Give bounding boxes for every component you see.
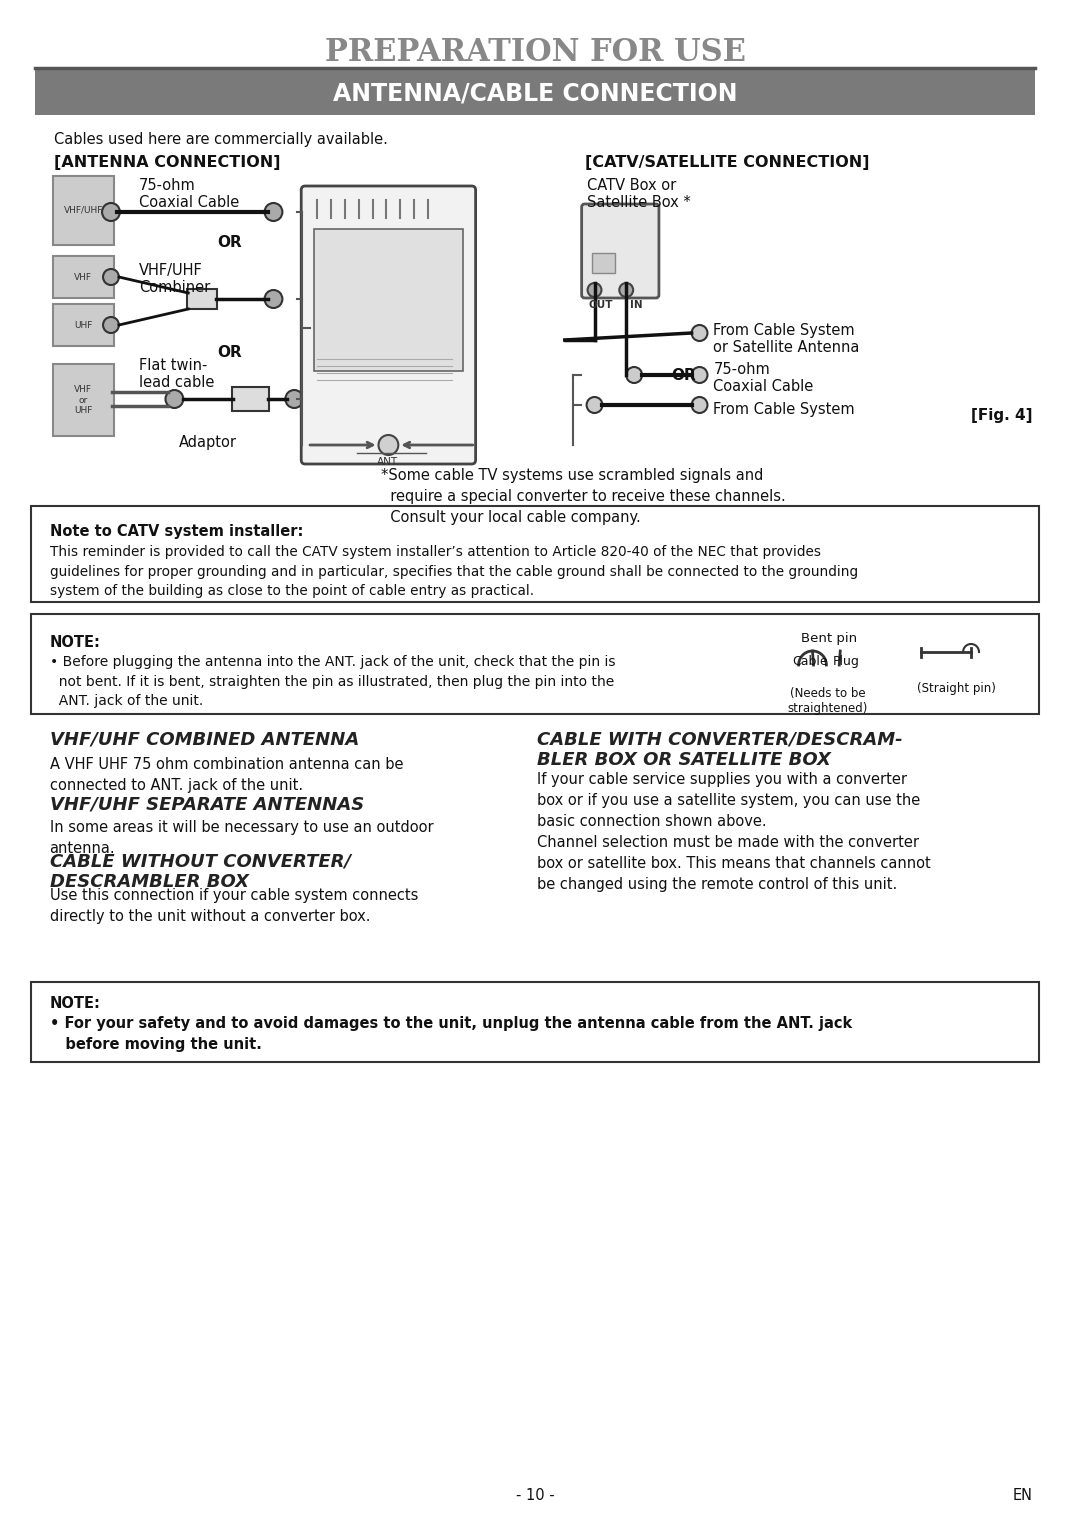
Text: OR: OR (217, 345, 242, 360)
FancyBboxPatch shape (301, 186, 475, 464)
Text: CABLE WITH CONVERTER/DESCRAM-
BLER BOX OR SATELLITE BOX: CABLE WITH CONVERTER/DESCRAM- BLER BOX O… (537, 729, 903, 769)
FancyBboxPatch shape (53, 304, 114, 346)
FancyBboxPatch shape (53, 256, 114, 298)
Circle shape (626, 366, 643, 383)
Circle shape (619, 282, 633, 298)
Text: Cable: Cable (793, 655, 828, 668)
FancyBboxPatch shape (187, 288, 217, 308)
Text: NOTE:: NOTE: (50, 635, 100, 650)
Text: Bent pin: Bent pin (800, 632, 856, 645)
Text: If your cable service supplies you with a converter
box or if you use a satellit: If your cable service supplies you with … (537, 772, 931, 893)
Text: [ANTENNA CONNECTION]: [ANTENNA CONNECTION] (54, 156, 281, 169)
Text: NOTE:: NOTE: (50, 996, 100, 1012)
Circle shape (265, 290, 282, 308)
Text: Cables used here are commercially available.: Cables used here are commercially availa… (54, 133, 389, 146)
FancyBboxPatch shape (582, 204, 659, 298)
Circle shape (378, 435, 399, 455)
Text: From Cable System: From Cable System (714, 401, 855, 417)
Circle shape (691, 325, 707, 340)
Circle shape (691, 397, 707, 414)
Text: • Before plugging the antenna into the ANT. jack of the unit, check that the pin: • Before plugging the antenna into the A… (50, 655, 615, 708)
Text: VHF/UHF
Combiner: VHF/UHF Combiner (138, 262, 210, 296)
Text: Use this connection if your cable system connects
directly to the unit without a: Use this connection if your cable system… (50, 888, 418, 925)
Text: Note to CATV system installer:: Note to CATV system installer: (50, 523, 302, 539)
Text: (Needs to be
straightened): (Needs to be straightened) (787, 687, 867, 716)
Text: [CATV/SATELLITE CONNECTION]: [CATV/SATELLITE CONNECTION] (584, 156, 869, 169)
Circle shape (265, 203, 282, 221)
Text: CATV Box or
Satellite Box *: CATV Box or Satellite Box * (586, 179, 690, 211)
Text: - 10 -: - 10 - (516, 1488, 554, 1503)
Circle shape (691, 366, 707, 383)
Text: From Cable System
or Satellite Antenna: From Cable System or Satellite Antenna (714, 324, 860, 356)
Text: OR: OR (217, 235, 242, 250)
Text: VHF: VHF (75, 273, 92, 281)
Text: PREPARATION FOR USE: PREPARATION FOR USE (325, 37, 745, 67)
Circle shape (588, 282, 602, 298)
Text: VHF/UHF SEPARATE ANTENNAS: VHF/UHF SEPARATE ANTENNAS (50, 795, 364, 813)
Text: IN: IN (631, 301, 643, 310)
Text: CABLE WITHOUT CONVERTER/
DESCRAMBLER BOX: CABLE WITHOUT CONVERTER/ DESCRAMBLER BOX (50, 852, 351, 891)
Circle shape (285, 391, 303, 407)
Text: EN: EN (1012, 1488, 1032, 1503)
Circle shape (586, 397, 603, 414)
Text: Adaptor: Adaptor (179, 435, 238, 450)
FancyBboxPatch shape (53, 175, 114, 244)
Circle shape (103, 269, 119, 285)
Text: 75-ohm
Coaxial Cable: 75-ohm Coaxial Cable (138, 179, 239, 211)
Circle shape (102, 203, 120, 221)
Text: VHF
or
UHF: VHF or UHF (75, 385, 93, 415)
Text: ANT.: ANT. (377, 456, 400, 467)
Text: VHF/UHF: VHF/UHF (64, 206, 103, 215)
Text: UHF: UHF (75, 320, 93, 330)
Text: OUT: OUT (589, 301, 613, 310)
Text: • For your safety and to avoid damages to the unit, unplug the antenna cable fro: • For your safety and to avoid damages t… (50, 1016, 852, 1051)
Text: 75-ohm
Coaxial Cable: 75-ohm Coaxial Cable (714, 362, 813, 394)
Text: Flat twin-
lead cable: Flat twin- lead cable (138, 359, 214, 391)
FancyBboxPatch shape (35, 70, 1036, 114)
Circle shape (165, 391, 184, 407)
Text: In some areas it will be necessary to use an outdoor
antenna.: In some areas it will be necessary to us… (50, 819, 433, 856)
Text: A VHF UHF 75 ohm combination antenna can be
connected to ANT. jack of the unit.: A VHF UHF 75 ohm combination antenna can… (50, 757, 403, 794)
FancyBboxPatch shape (314, 229, 462, 371)
FancyBboxPatch shape (53, 365, 114, 436)
Text: VHF/UHF COMBINED ANTENNA: VHF/UHF COMBINED ANTENNA (50, 729, 359, 748)
FancyBboxPatch shape (592, 253, 616, 273)
Text: ANTENNA/CABLE CONNECTION: ANTENNA/CABLE CONNECTION (333, 81, 738, 105)
Text: Plug: Plug (833, 655, 860, 668)
Text: (Straight pin): (Straight pin) (917, 682, 996, 694)
Text: OR: OR (672, 368, 697, 383)
FancyBboxPatch shape (30, 507, 1039, 601)
FancyBboxPatch shape (30, 983, 1039, 1062)
Text: [Fig. 4]: [Fig. 4] (971, 407, 1032, 423)
FancyBboxPatch shape (30, 613, 1039, 714)
Text: *Some cable TV systems use scrambled signals and
  require a special converter t: *Some cable TV systems use scrambled sig… (381, 468, 786, 525)
Circle shape (103, 317, 119, 333)
FancyBboxPatch shape (232, 388, 269, 410)
Text: This reminder is provided to call the CATV system installer’s attention to Artic: This reminder is provided to call the CA… (50, 545, 858, 598)
